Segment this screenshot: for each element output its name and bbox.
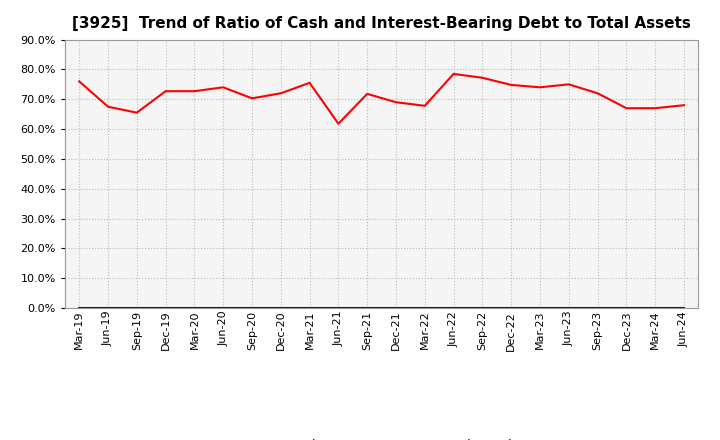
Interest-Bearing Debt — [190, 305, 199, 311]
Cash — [334, 121, 343, 126]
Interest-Bearing Debt — [104, 305, 112, 311]
Interest-Bearing Debt — [161, 305, 170, 311]
Interest-Bearing Debt — [449, 305, 458, 311]
Cash — [593, 91, 602, 96]
Cash — [276, 91, 285, 96]
Cash — [392, 99, 400, 105]
Cash — [161, 88, 170, 94]
Line: Cash: Cash — [79, 74, 684, 124]
Interest-Bearing Debt — [680, 305, 688, 311]
Cash — [248, 96, 256, 101]
Legend: Cash, Interest-Bearing Debt: Cash, Interest-Bearing Debt — [237, 434, 526, 440]
Cash — [420, 103, 429, 108]
Cash — [449, 71, 458, 77]
Cash — [363, 91, 372, 96]
Interest-Bearing Debt — [75, 305, 84, 311]
Interest-Bearing Debt — [276, 305, 285, 311]
Cash — [564, 82, 573, 87]
Cash — [622, 106, 631, 111]
Interest-Bearing Debt — [363, 305, 372, 311]
Cash — [536, 84, 544, 90]
Cash — [478, 75, 487, 81]
Interest-Bearing Debt — [305, 305, 314, 311]
Interest-Bearing Debt — [334, 305, 343, 311]
Interest-Bearing Debt — [622, 305, 631, 311]
Cash — [651, 106, 660, 111]
Cash — [507, 82, 516, 88]
Interest-Bearing Debt — [219, 305, 228, 311]
Cash — [104, 104, 112, 109]
Cash — [219, 84, 228, 90]
Interest-Bearing Debt — [593, 305, 602, 311]
Interest-Bearing Debt — [651, 305, 660, 311]
Cash — [190, 88, 199, 94]
Interest-Bearing Debt — [132, 305, 141, 311]
Cash — [305, 80, 314, 85]
Interest-Bearing Debt — [536, 305, 544, 311]
Interest-Bearing Debt — [564, 305, 573, 311]
Interest-Bearing Debt — [507, 305, 516, 311]
Cash — [132, 110, 141, 115]
Interest-Bearing Debt — [248, 305, 256, 311]
Cash — [680, 103, 688, 108]
Interest-Bearing Debt — [478, 305, 487, 311]
Title: [3925]  Trend of Ratio of Cash and Interest-Bearing Debt to Total Assets: [3925] Trend of Ratio of Cash and Intere… — [72, 16, 691, 32]
Cash — [75, 79, 84, 84]
Interest-Bearing Debt — [420, 305, 429, 311]
Interest-Bearing Debt — [392, 305, 400, 311]
